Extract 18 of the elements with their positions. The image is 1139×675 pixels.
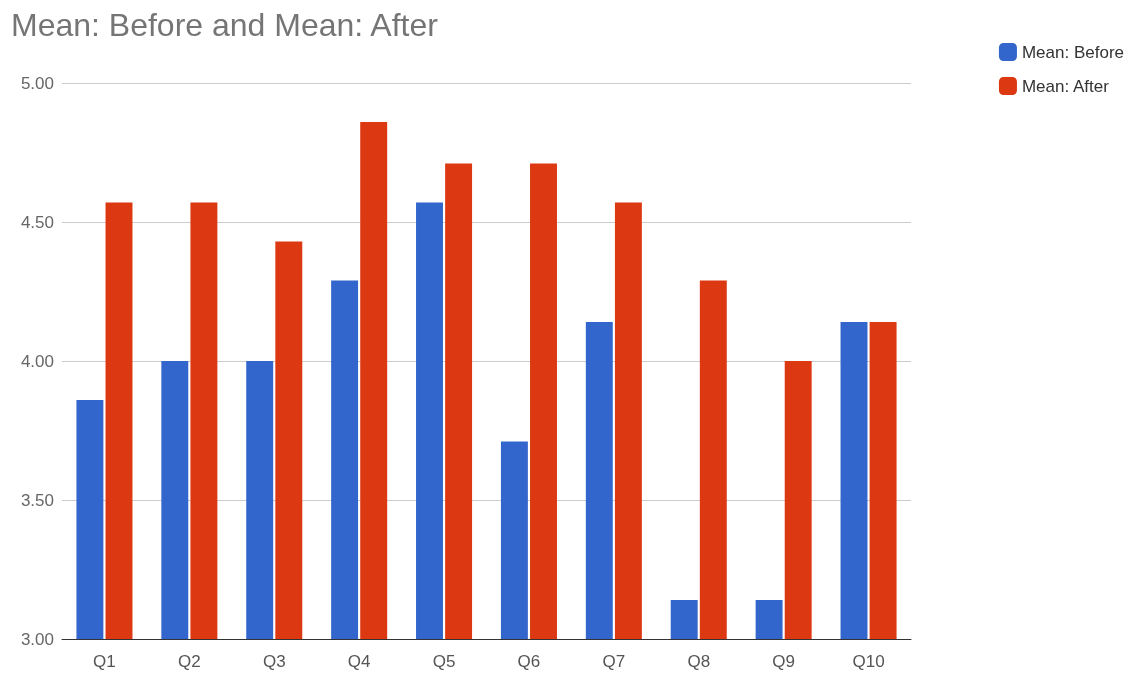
x-tick-label: Q3 — [262, 652, 286, 671]
x-tick-label: Q8 — [687, 652, 711, 671]
chart-title: Mean: Before and Mean: After — [11, 7, 439, 43]
x-tick-label: Q5 — [432, 652, 456, 671]
x-tick-label: Q2 — [178, 652, 201, 671]
y-tick-label: 4.00 — [20, 351, 54, 371]
x-tick-label: Q9 — [772, 652, 795, 671]
x-tick-label: Q1 — [93, 652, 116, 671]
y-tick-label: 3.50 — [20, 490, 54, 510]
legend-label: Mean: Before — [1021, 42, 1124, 62]
y-tick-label: 4.50 — [20, 212, 54, 232]
x-tick-label: Q4 — [347, 652, 371, 671]
legend-label: Mean: After — [1021, 76, 1110, 96]
y-tick-label: 5.00 — [20, 73, 54, 93]
x-tick-label: Q6 — [517, 652, 541, 671]
y-tick-label: 3.00 — [20, 629, 54, 649]
x-tick-label: Q10 — [852, 652, 885, 671]
x-tick-label: Q7 — [602, 652, 626, 671]
